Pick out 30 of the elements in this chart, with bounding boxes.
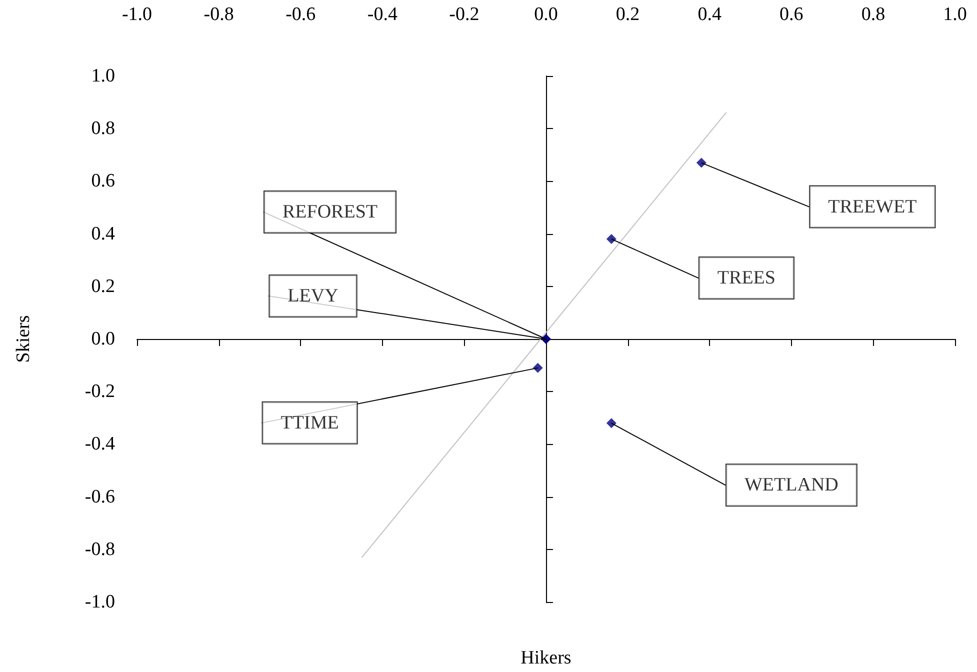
- y-tick-label: -0.2: [84, 381, 115, 402]
- annotation: TREES: [717, 268, 776, 289]
- x-tick-label: 0.8: [861, 4, 886, 25]
- y-tick-label: -0.4: [84, 434, 116, 455]
- y-tick-label: -0.8: [84, 538, 115, 560]
- x-tick-label: 0.2: [616, 4, 640, 25]
- annotation: REFOREST: [282, 202, 378, 222]
- y-tick-label: 1.0: [91, 66, 115, 86]
- x-tick-label: 1.0: [943, 4, 967, 25]
- x-tick-label: -0.2: [449, 4, 480, 25]
- x-tick-label: -0.8: [204, 4, 234, 25]
- x-tick-label: -0.4: [367, 4, 398, 25]
- y-tick-label: 0.4: [91, 223, 116, 244]
- y-tick-label: 0.8: [91, 118, 115, 140]
- x-tick-label: 0.0: [534, 4, 558, 25]
- annotation: TREEWET: [828, 196, 918, 218]
- annotation: LEVY: [288, 286, 339, 306]
- y-axis-title: Skiers: [13, 315, 34, 363]
- y-tick-label: -1.0: [84, 592, 115, 612]
- x-axis-title: Hikers: [520, 648, 572, 668]
- y-tick-label: -0.6: [84, 486, 115, 508]
- annotation: WETLAND: [744, 474, 838, 496]
- y-tick-label: 0.6: [91, 170, 115, 192]
- x-tick-label: 0.4: [698, 4, 722, 25]
- y-tick-label: 0.0: [91, 328, 115, 350]
- x-tick-label: 0.6: [780, 4, 804, 25]
- y-tick-label: 0.2: [91, 276, 115, 297]
- x-tick-label: -1.0: [122, 4, 152, 25]
- annotation: TTIME: [280, 412, 339, 434]
- x-tick-label: -0.6: [286, 4, 316, 25]
